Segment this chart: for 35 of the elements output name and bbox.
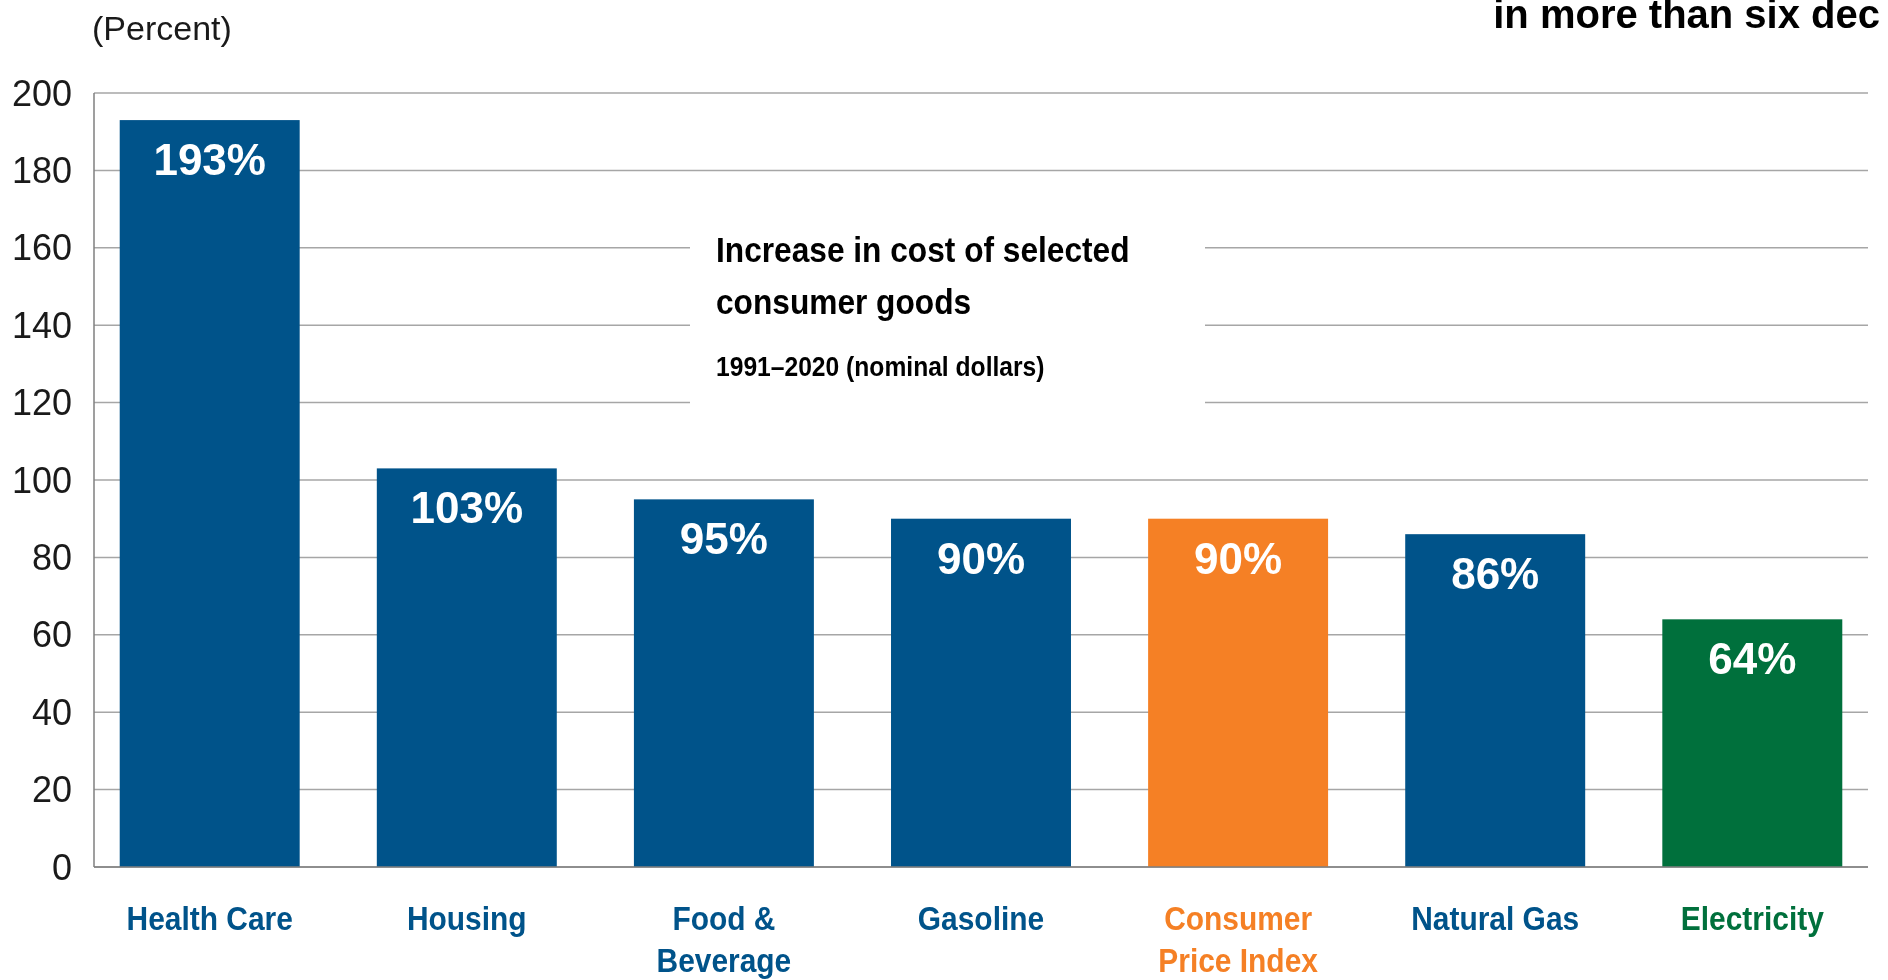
- bar: [1662, 619, 1843, 867]
- bar: [633, 499, 814, 867]
- bar: [376, 468, 557, 867]
- data-label: 103%: [410, 483, 524, 533]
- y-tick-label: 20: [31, 769, 72, 811]
- y-tick-label: 120: [11, 382, 72, 424]
- annotation: 1991–2020 (nominal dollars): [716, 350, 1045, 383]
- x-tick-label: Food & Beverage: [656, 899, 792, 980]
- bar: [891, 518, 1071, 867]
- y-tick-label: 200: [11, 72, 72, 114]
- y-tick-label: 100: [11, 459, 72, 501]
- annotation: Increase in cost of selected consumer goods: [716, 229, 1130, 322]
- y-tick-label: 40: [31, 691, 72, 733]
- y-tick-label: 180: [11, 150, 72, 191]
- x-tick-label: Consumer Price Index: [1158, 899, 1319, 980]
- y-axis-title: (Percent): [92, 9, 232, 47]
- data-label: 90%: [936, 533, 1026, 583]
- data-label: 86%: [1451, 549, 1540, 599]
- x-tick-label: Housing: [406, 899, 527, 938]
- y-tick-label: 60: [31, 614, 72, 656]
- x-tick-label: Health Care: [126, 899, 293, 938]
- bar: [119, 120, 300, 867]
- x-tick-label: Natural Gas: [1411, 899, 1580, 938]
- data-label: 64%: [1708, 634, 1797, 684]
- y-tick-label: 160: [11, 227, 72, 269]
- y-tick-label: 140: [11, 304, 72, 346]
- data-label: 90%: [1194, 533, 1283, 583]
- x-tick-label: Electricity: [1680, 899, 1824, 938]
- y-tick-label: 0: [51, 846, 72, 888]
- bar: [1148, 518, 1329, 867]
- data-label: 193%: [153, 135, 266, 185]
- y-tick-label: 80: [31, 537, 72, 578]
- x-tick-label: Gasoline: [917, 899, 1045, 938]
- data-label: 95%: [679, 514, 768, 564]
- bar: [1405, 534, 1586, 867]
